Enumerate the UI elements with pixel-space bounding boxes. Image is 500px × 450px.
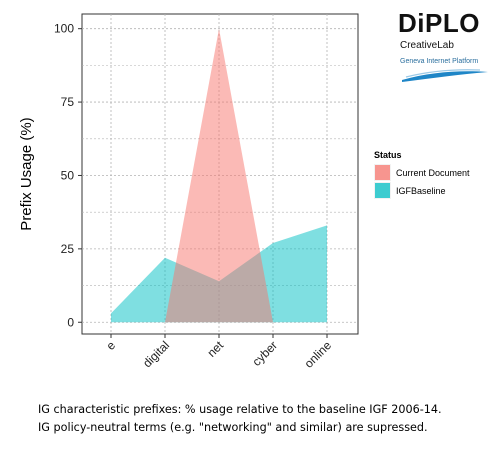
logo-wordmark: DiPLO [398, 8, 480, 38]
x-tick-label: online [302, 338, 335, 371]
area-current-document [111, 28, 327, 323]
logo-subtitle: CreativeLab [400, 40, 454, 51]
logo-swoosh-icon [402, 69, 488, 82]
area-igfbaseline [111, 225, 327, 323]
data-areas [111, 28, 327, 323]
legend-title: Status [374, 150, 402, 160]
y-axis-title: Prefix Usage (%) [18, 117, 35, 230]
y-tick-label: 75 [61, 95, 75, 109]
legend: Status Current Document IGFBaseline [374, 150, 470, 199]
x-tick-label: cyber [249, 338, 280, 369]
y-tick-label: 50 [61, 168, 75, 182]
x-tick-label: digital [140, 338, 172, 370]
x-tick-label: net [204, 338, 226, 360]
diplo-logo: DiPLO CreativeLab Geneva Internet Platfo… [398, 8, 494, 88]
x-tick-label: e [103, 338, 118, 353]
caption-line-1: IG characteristic prefixes: % usage rela… [38, 403, 442, 416]
y-tick-label: 0 [67, 315, 74, 329]
logo-tagline: Geneva Internet Platform [400, 58, 479, 65]
legend-label: Current Document [396, 168, 470, 178]
legend-swatch [375, 165, 390, 180]
caption-line-2: IG policy-neutral terms (e.g. "networkin… [38, 421, 428, 434]
y-tick-label: 100 [54, 22, 74, 36]
y-tick-label: 25 [61, 242, 75, 256]
legend-label: IGFBaseline [396, 186, 446, 196]
legend-swatch [375, 183, 390, 198]
